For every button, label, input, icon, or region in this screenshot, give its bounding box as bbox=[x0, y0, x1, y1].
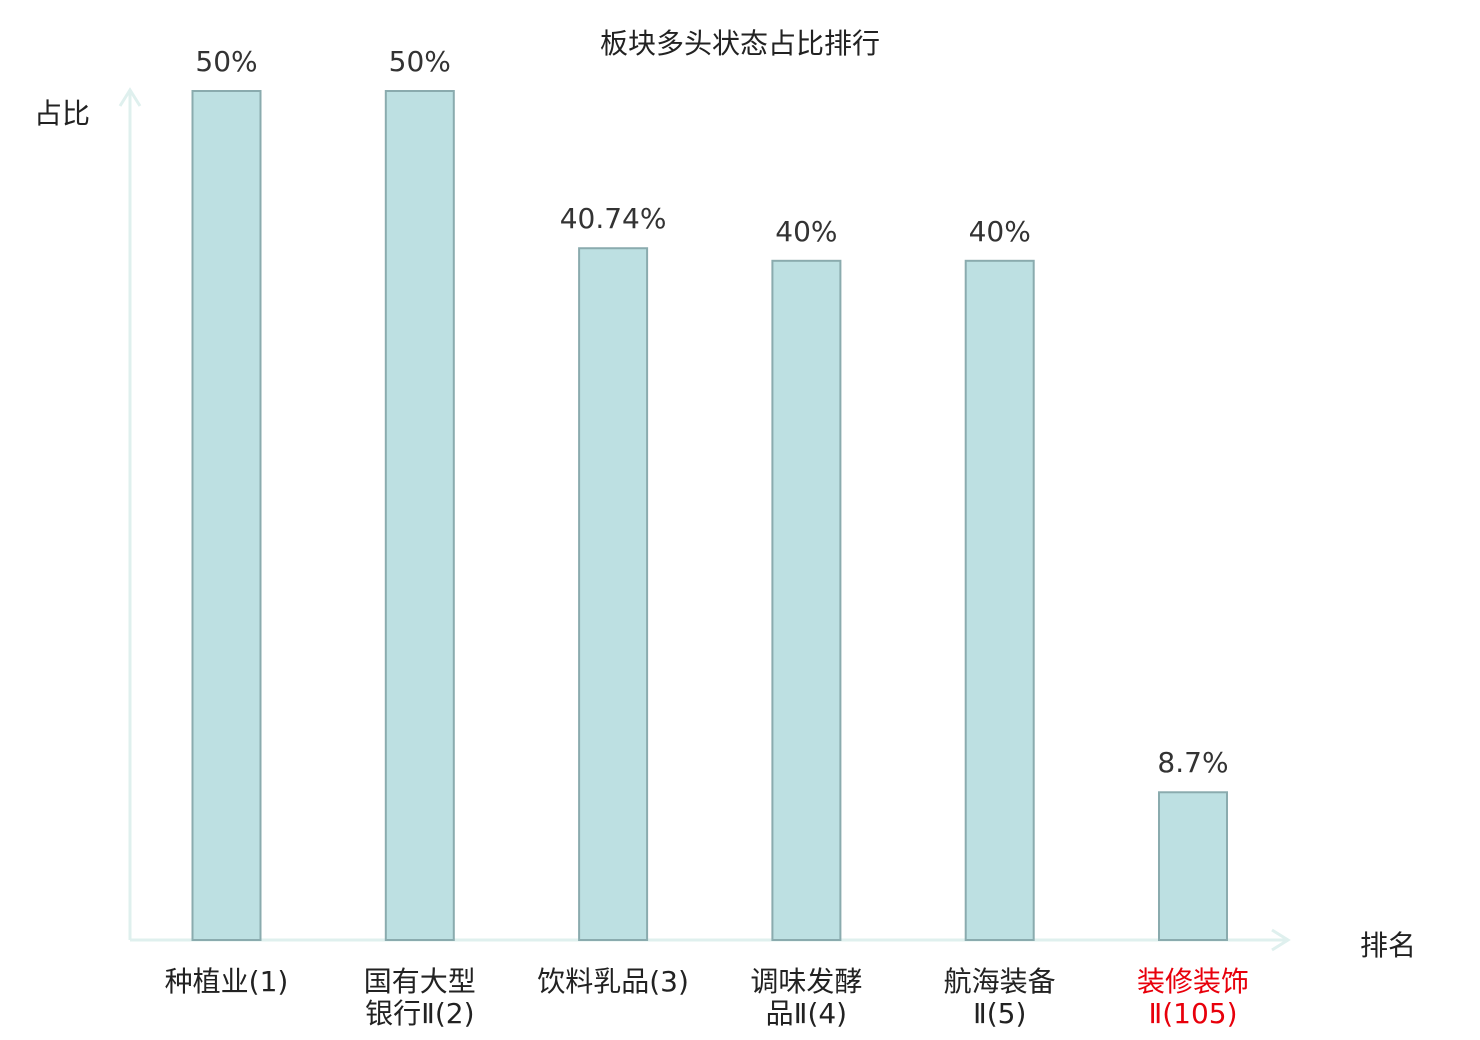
bar bbox=[1158, 791, 1228, 941]
data-label: 40.74% bbox=[559, 202, 667, 236]
x-tick-label-line1: 调味发酵 bbox=[750, 965, 863, 998]
x-tick-label: 调味发酵 品Ⅱ(4) bbox=[716, 966, 896, 1030]
x-tick-label-line1: 装修装饰 bbox=[1136, 965, 1249, 998]
chart-title: 板块多头状态占比排行 bbox=[599, 27, 880, 60]
x-tick-label-line2: Ⅱ(105) bbox=[1148, 997, 1238, 1030]
axes bbox=[118, 87, 1291, 952]
x-tick-label-line2: Ⅱ(5) bbox=[972, 997, 1027, 1030]
y-axis-arrow bbox=[118, 87, 142, 107]
x-tick-label-line1: 种植业(1) bbox=[164, 965, 289, 998]
x-tick-label: 饮料乳品(3) bbox=[523, 966, 703, 998]
x-tick-label-line2: 品Ⅱ(4) bbox=[765, 997, 848, 1030]
data-label: 40% bbox=[968, 214, 1031, 248]
bar bbox=[964, 259, 1035, 941]
x-tick-label: 航海装备 Ⅱ(5) bbox=[910, 966, 1090, 1030]
data-label: 50% bbox=[195, 45, 258, 78]
x-axis-label: 排名 bbox=[1360, 929, 1417, 962]
data-label: 8.7% bbox=[1157, 746, 1229, 780]
bar bbox=[384, 90, 455, 941]
x-tick-label-line1: 国有大型 bbox=[363, 965, 476, 998]
bar bbox=[578, 247, 649, 941]
x-axis-arrow bbox=[1271, 928, 1291, 952]
data-label: 40% bbox=[775, 214, 838, 248]
x-tick-label: 国有大型 银行Ⅱ(2) bbox=[330, 966, 510, 1030]
bar bbox=[191, 90, 262, 941]
x-tick-label-line2: 银行Ⅱ(2) bbox=[365, 997, 475, 1030]
x-tick-label-line1: 航海装备 bbox=[943, 965, 1056, 998]
data-label: 50% bbox=[388, 45, 451, 78]
bars bbox=[191, 90, 1228, 941]
x-tick-label-line1: 饮料乳品(3) bbox=[537, 965, 689, 998]
bar bbox=[771, 259, 842, 941]
x-tick-label: 种植业(1) bbox=[137, 966, 317, 998]
x-tick-label: 装修装饰 Ⅱ(105) bbox=[1103, 966, 1283, 1030]
y-axis-label: 占比 bbox=[34, 97, 91, 130]
